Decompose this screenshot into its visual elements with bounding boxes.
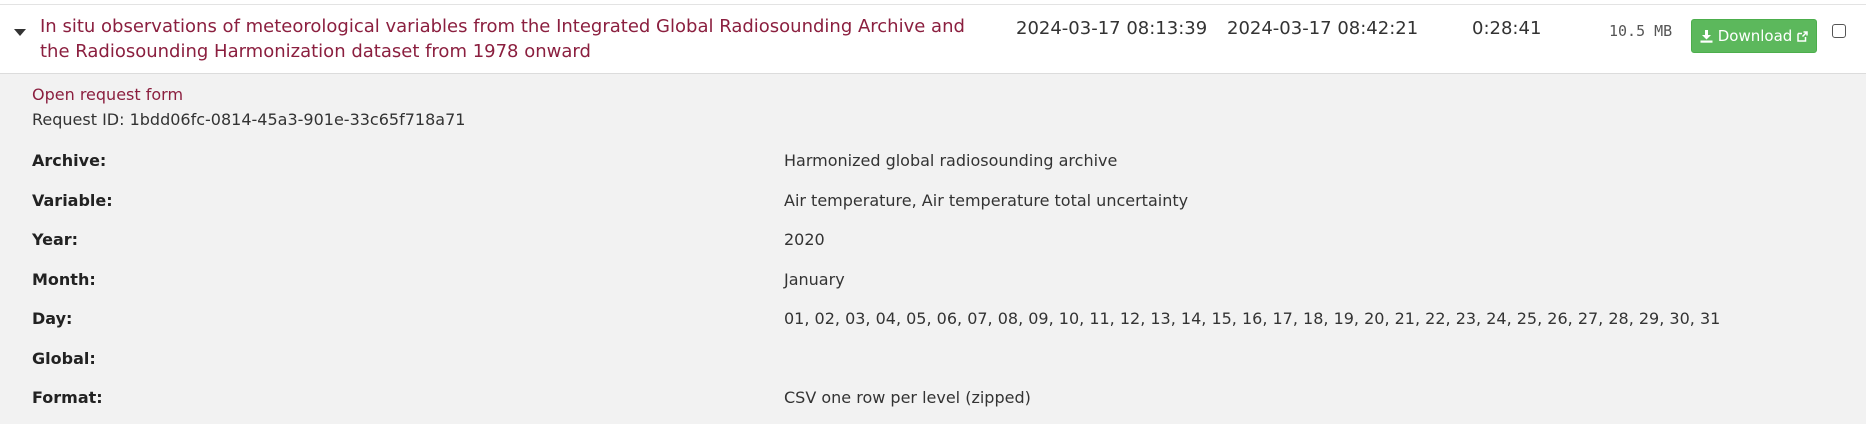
field-value-day: 01, 02, 03, 04, 05, 06, 07, 08, 09, 10, … [784,309,1721,328]
field-value-archive: Harmonized global radiosounding archive [784,151,1118,170]
field-label-day: Day: [32,309,73,328]
open-request-form-link[interactable]: Open request form [32,85,184,104]
submitted-time: 2024-03-17 08:13:39 [1016,18,1208,39]
field-label-month: Month: [32,270,96,289]
duration: 0:28:41 [1472,18,1542,39]
field-label-archive: Archive: [32,151,107,170]
select-checkbox[interactable] [1832,24,1846,38]
field-label-global: Global: [32,349,96,368]
table-top-border [0,4,1866,5]
field-value-year: 2020 [784,230,825,249]
field-label-format: Format: [32,388,103,407]
field-value-month: January [784,270,845,289]
external-link-icon [1797,30,1809,42]
request-row: In situ observations of meteorological v… [0,5,1866,74]
dataset-title-link[interactable]: In situ observations of meteorological v… [40,16,965,62]
download-icon [1700,29,1713,43]
file-size: 10.5 MB [1609,22,1673,40]
field-value-variable: Air temperature, Air temperature total u… [784,191,1189,210]
request-id: Request ID: 1bdd06fc-0814-45a3-901e-33c6… [32,110,466,129]
field-value-format: CSV one row per level (zipped) [784,388,1031,407]
field-label-year: Year: [32,230,79,249]
download-label: Download [1717,27,1793,45]
completed-time: 2024-03-17 08:42:21 [1227,18,1419,39]
caret-down-icon[interactable] [14,29,26,36]
field-label-variable: Variable: [32,191,113,210]
download-button[interactable]: Download [1691,19,1817,53]
request-details-panel: Open request form Request ID: 1bdd06fc-0… [0,74,1866,424]
